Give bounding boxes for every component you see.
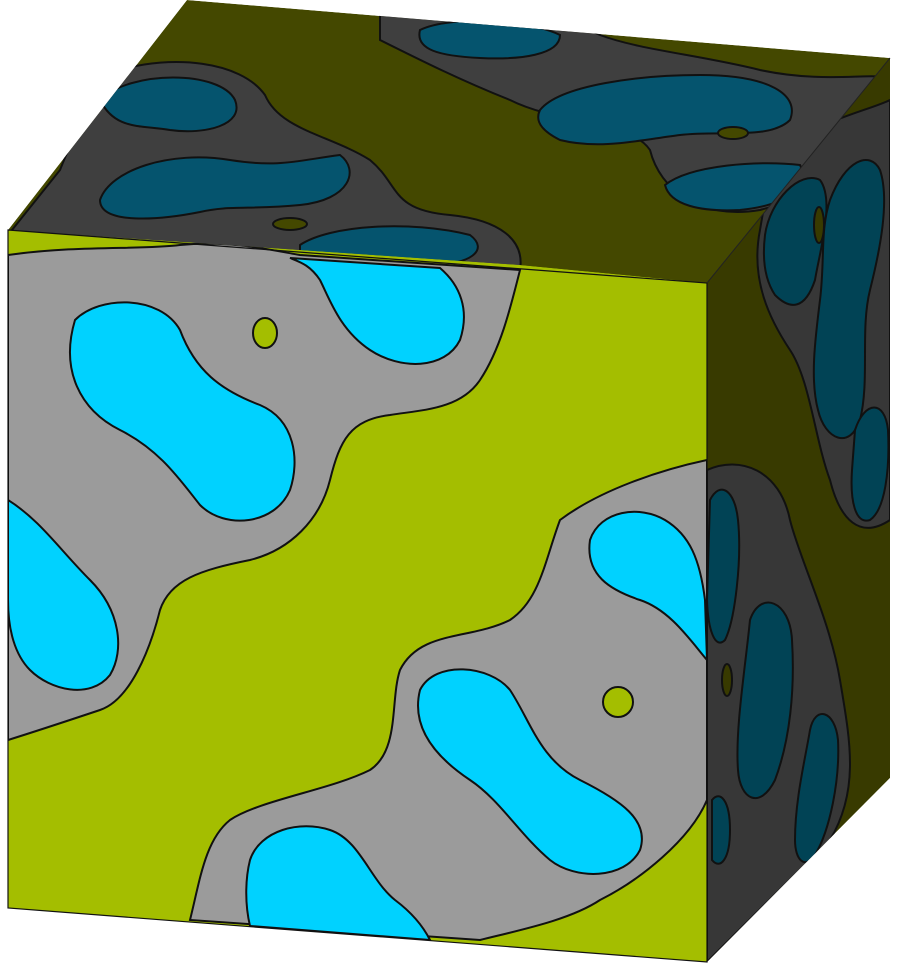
front-inclusion-3	[8, 498, 120, 691]
right-inclusion-5	[736, 601, 794, 800]
front-inclusion-6	[245, 825, 432, 942]
front-pore-1	[252, 317, 278, 349]
top-inclusion-1	[98, 76, 238, 133]
right-pore-1	[813, 206, 825, 244]
top-inclusion-2	[98, 153, 351, 220]
top-pore-2	[717, 126, 749, 140]
top-inclusion-4	[418, 19, 562, 60]
cube-front-face	[8, 230, 707, 962]
front-inclusion-4	[588, 510, 707, 663]
right-inclusion-4	[707, 488, 741, 644]
right-inclusion-3	[850, 406, 890, 522]
cube-right-face	[707, 58, 890, 962]
right-inclusion-7	[711, 795, 732, 865]
top-pore-1	[272, 217, 308, 231]
front-pore-2	[602, 686, 634, 718]
front-inclusion-1	[69, 301, 296, 522]
front-inclusion-5	[417, 668, 643, 875]
front-inclusion-2	[289, 257, 465, 365]
top-right-edge	[706, 57, 891, 284]
right-inclusion-1	[762, 177, 828, 306]
front-face-edge	[7, 229, 708, 963]
right-pore-2	[721, 663, 733, 697]
